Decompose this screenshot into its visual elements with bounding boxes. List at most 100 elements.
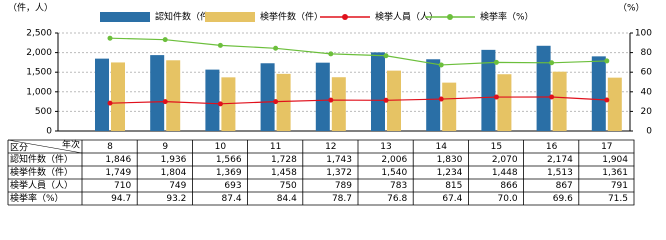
bar	[331, 77, 346, 131]
line-marker	[328, 51, 334, 57]
table-cell: 87.4	[222, 194, 242, 204]
line-marker	[493, 94, 499, 100]
table-cell: 789	[335, 181, 352, 191]
bar	[426, 59, 441, 131]
bar	[205, 69, 220, 131]
table-cell: 749	[169, 181, 186, 191]
table-cell: 78.7	[332, 194, 352, 204]
table-cell: 69.6	[553, 194, 573, 204]
line-marker	[273, 99, 279, 105]
bar	[442, 82, 457, 131]
y-tick-label: 500	[35, 107, 52, 117]
table-cell: 2,006	[381, 155, 407, 165]
x-tick-label: 16	[546, 142, 558, 152]
x-tick-label: 8	[107, 142, 113, 152]
y2-tick-label: 20	[641, 107, 653, 117]
bar	[166, 60, 181, 131]
line-marker	[328, 97, 334, 103]
x-tick-label: 14	[435, 142, 447, 152]
legend-label: 検挙人員（人）	[375, 11, 438, 23]
table-row-label: 認知件数（件）	[10, 153, 73, 165]
table-cell: 1,372	[326, 168, 352, 178]
line-marker	[549, 60, 555, 66]
bar	[387, 70, 401, 131]
line-marker	[273, 45, 279, 51]
table-cell: 791	[611, 181, 628, 191]
y-tick-label: 2,500	[26, 29, 52, 39]
legend-marker	[447, 14, 453, 20]
line-marker	[604, 58, 610, 64]
table-cell: 1,448	[492, 168, 518, 178]
bar	[591, 56, 606, 131]
table-cell: 70.0	[498, 194, 518, 204]
table-cell: 1,566	[216, 155, 242, 165]
y-tick-label: 1,000	[26, 87, 52, 97]
legend-label: 認知件数（件）	[155, 11, 218, 23]
legend-swatch	[100, 12, 150, 22]
x-tick-label: 10	[215, 142, 227, 152]
bar	[315, 62, 330, 131]
bar	[276, 73, 291, 131]
bar	[552, 71, 567, 131]
x-tick-label: 9	[162, 142, 168, 152]
legend-swatch	[205, 12, 255, 22]
bar	[260, 63, 275, 131]
table-cell: 1,361	[602, 168, 628, 178]
bar	[607, 77, 622, 131]
table-row-label: 検挙件数（件）	[10, 166, 73, 178]
table-cell: 1,369	[216, 168, 242, 178]
chart: （件，人） （%） 0 500 1,000 1,500 2,000 2,500 0 20 40 6…	[7, 2, 653, 206]
table-cell: 1,749	[105, 168, 131, 178]
x-tick-label: 12	[325, 142, 336, 152]
y-tick-label: 0	[46, 127, 52, 137]
y2-tick-label: 40	[641, 87, 653, 97]
line-marker	[383, 53, 389, 59]
bar	[536, 45, 551, 131]
y2-tick-label: 60	[641, 68, 653, 78]
bar	[221, 77, 236, 131]
bar	[371, 52, 385, 131]
line-marker	[107, 35, 113, 41]
table-cell: 1,936	[161, 155, 187, 165]
line-marker	[217, 42, 223, 48]
line-marker	[107, 100, 113, 106]
table-cell: 1,743	[326, 155, 352, 165]
x-tick-label: 13	[380, 142, 391, 152]
bar	[481, 49, 496, 131]
legend-label: 検挙件数（件）	[260, 11, 323, 23]
table-cell: 1,846	[105, 155, 131, 165]
y-tick-label: 1,500	[26, 68, 52, 78]
table-cell: 1,904	[602, 155, 628, 165]
line	[109, 96, 607, 105]
table-cell: 1,513	[547, 168, 573, 178]
x-tick-label: 15	[491, 142, 502, 152]
table-cell: 94.7	[111, 194, 131, 204]
table-cell: 1,234	[437, 168, 463, 178]
table-cell: 1,540	[381, 168, 407, 178]
table-cell: 76.8	[387, 194, 407, 204]
x-tick-label: 11	[270, 142, 281, 152]
table-cell: 815	[445, 181, 462, 191]
x-tick-label: 17	[601, 142, 612, 152]
y2-tick-label: 80	[641, 48, 653, 58]
table-cell: 2,070	[492, 155, 518, 165]
table-cell: 71.5	[608, 194, 628, 204]
line-marker	[162, 37, 168, 43]
table-cell: 1,458	[271, 168, 297, 178]
table-cell: 693	[224, 181, 241, 191]
legend-label: 検挙率（%）	[480, 11, 534, 23]
bar	[111, 62, 125, 131]
bar	[95, 58, 109, 132]
table-cell: 93.2	[166, 194, 186, 204]
y-tick-label: 2,000	[26, 48, 52, 58]
line-marker	[438, 96, 444, 102]
table-cell: 867	[556, 181, 573, 191]
table-cell: 866	[500, 181, 517, 191]
line-marker	[217, 101, 223, 107]
table-row-label: 検挙人員（人）	[10, 179, 73, 191]
table-diagonal	[7, 139, 83, 154]
table-cell: 84.4	[277, 194, 297, 204]
table-cell: 1,804	[161, 168, 187, 178]
table-cell: 783	[390, 181, 407, 191]
line-marker	[493, 59, 499, 65]
